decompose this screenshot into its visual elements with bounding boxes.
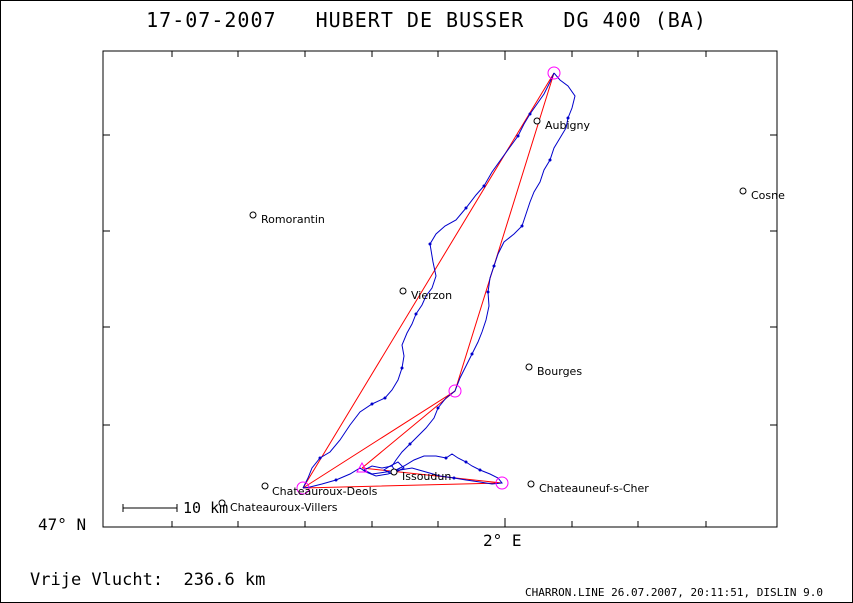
turnpoint-marker <box>448 384 462 398</box>
town-aubigny: Aubigny <box>533 117 590 132</box>
town-chateauroux-villers: Chateauroux-Villers <box>218 499 338 514</box>
town-issoudun: Issoudun <box>390 468 451 483</box>
svg-text:Chateauroux-Deols: Chateauroux-Deols <box>272 485 378 498</box>
turnpoint-marker <box>495 476 509 490</box>
svg-text:Bourges: Bourges <box>537 365 582 378</box>
longitude-label: 2° E <box>483 531 522 550</box>
town-chateauroux-deols: Chateauroux-Deols <box>261 482 378 498</box>
towns: Aubigny Cosne Romorantin Vierzon Bourges… <box>218 117 785 514</box>
svg-text:Romorantin: Romorantin <box>261 213 325 226</box>
svg-text:Aubigny: Aubigny <box>545 119 590 132</box>
town-chateauneuf-s-cher: Chateauneuf-s-Cher <box>527 480 649 495</box>
town-bourges: Bourges <box>525 363 582 378</box>
scale-bar <box>122 504 178 512</box>
svg-text:Issoudun: Issoudun <box>402 470 451 483</box>
svg-text:Cosne: Cosne <box>751 189 785 202</box>
svg-text:Chateauroux-Villers: Chateauroux-Villers <box>230 501 338 514</box>
town-romorantin: Romorantin <box>249 211 325 226</box>
town-cosne: Cosne <box>739 187 785 202</box>
task-leg <box>302 72 555 489</box>
latitude-label: 47° N <box>38 515 86 534</box>
task-leg <box>361 390 456 469</box>
turnpoint-marker <box>547 66 561 80</box>
scale-label: 10 km <box>183 499 228 517</box>
turnpoints <box>296 66 561 495</box>
axis-ticks <box>103 51 777 527</box>
track-fixes <box>318 112 570 482</box>
town-vierzon: Vierzon <box>399 287 452 302</box>
task-polygon <box>302 72 555 489</box>
plot-footer: CHARRON.LINE 26.07.2007, 20:11:51, DISLI… <box>524 586 823 599</box>
map-border <box>102 50 778 528</box>
svg-text:Vierzon: Vierzon <box>411 289 452 302</box>
turnpoint-marker <box>296 481 310 495</box>
start-marker <box>356 461 368 473</box>
flight-title: 17-07-2007 HUBERT DE BUSSER DG 400 (BA) <box>146 8 707 32</box>
track-outbound <box>302 72 555 489</box>
svg-text:Chateauneuf-s-Cher: Chateauneuf-s-Cher <box>539 482 649 495</box>
free-flight-distance: Vrije Vlucht: 236.6 km <box>30 570 266 590</box>
